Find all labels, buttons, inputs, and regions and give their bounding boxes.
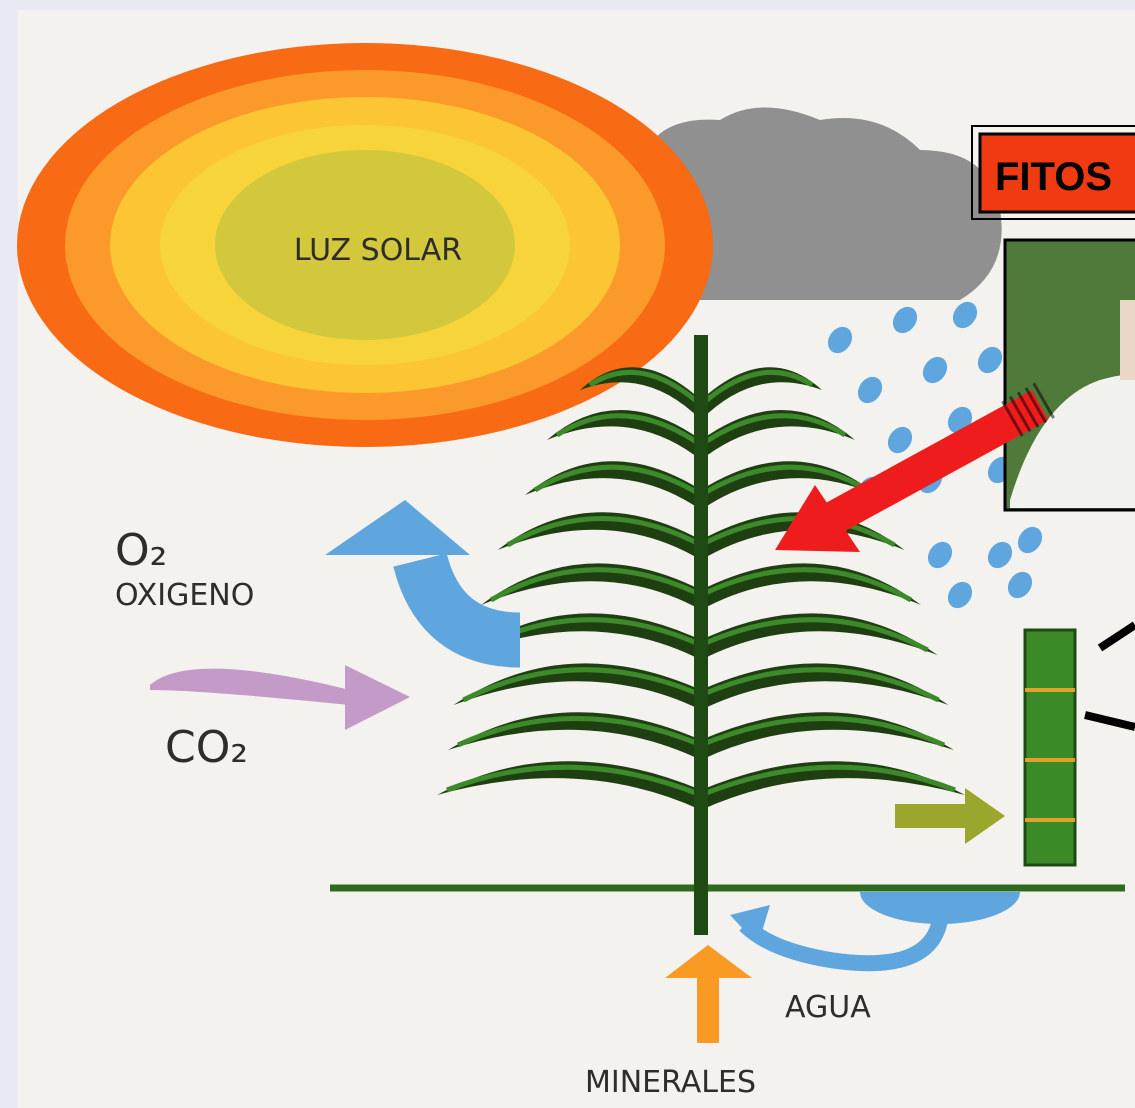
photo-figure <box>1010 375 1135 508</box>
side-arrowhead <box>965 788 1005 844</box>
raindrop <box>947 581 973 609</box>
raindrop <box>922 356 948 384</box>
minerals-label: MINERALES <box>585 1065 756 1100</box>
callout-title: FITOS <box>995 155 1112 199</box>
raindrop <box>977 346 1003 374</box>
raindrop <box>1007 571 1033 599</box>
minerals-arrow <box>697 975 719 1043</box>
raindrop <box>1017 526 1043 554</box>
leaf <box>699 369 814 407</box>
leaf <box>555 413 703 448</box>
co2-label: CO₂ <box>165 722 248 773</box>
callout-box <box>978 132 1135 214</box>
cane <box>1023 628 1077 867</box>
o2-arrowhead <box>325 500 470 555</box>
raindrop <box>827 326 853 354</box>
water-arrowhead <box>730 905 770 945</box>
leaf <box>506 516 703 548</box>
pointer-line <box>1084 711 1135 731</box>
co2-arrow <box>150 668 350 705</box>
raindrop <box>952 301 978 329</box>
callout-arrowhead <box>775 485 860 552</box>
stem <box>694 335 708 935</box>
leaf <box>580 367 701 420</box>
leaf <box>462 667 702 703</box>
leaf <box>456 716 702 748</box>
leaf <box>699 567 913 603</box>
callout-frame <box>971 125 1135 220</box>
raindrop <box>927 541 953 569</box>
oxygen-label: OXIGENO <box>115 578 254 613</box>
sun-label: LUZ SOLAR <box>294 233 462 268</box>
water-pool <box>860 892 1020 924</box>
o2-arrow <box>393 552 521 668</box>
callout-arrow <box>821 390 1049 535</box>
raindrop <box>892 306 918 334</box>
leaf <box>588 369 703 407</box>
water-label: AGUA <box>785 990 871 1025</box>
o2-label: O₂ <box>115 525 167 576</box>
side-arrow <box>895 804 965 828</box>
pointer-line <box>1097 621 1135 652</box>
raindrop <box>887 426 913 454</box>
leaf <box>446 764 702 798</box>
photo-figure <box>1120 300 1135 380</box>
raindrop <box>987 541 1013 569</box>
leaf <box>701 367 822 420</box>
leaf <box>533 464 703 498</box>
leaf <box>700 764 956 798</box>
leaf <box>700 667 940 703</box>
leaf <box>699 617 929 653</box>
plant <box>437 367 965 810</box>
leaf <box>699 464 869 498</box>
leaf <box>700 716 946 748</box>
callout-arrow-tail <box>1000 382 1055 438</box>
leaf <box>699 413 847 448</box>
sun-core <box>215 150 515 340</box>
cloud <box>633 107 1002 300</box>
minerals-arrowhead <box>665 945 752 978</box>
leaf <box>489 567 703 603</box>
water-arrow <box>739 918 948 972</box>
raindrop <box>857 376 883 404</box>
co2-arrowhead <box>345 665 410 730</box>
